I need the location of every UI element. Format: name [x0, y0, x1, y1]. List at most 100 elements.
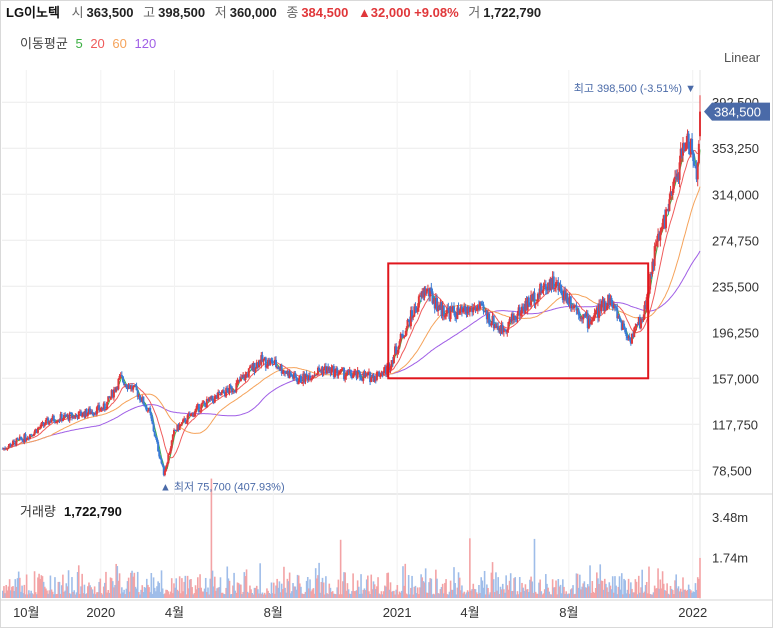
candle-body: [587, 318, 590, 329]
scale-mode-toggle[interactable]: Linear: [724, 50, 761, 65]
volume-bar: [513, 578, 515, 598]
candle-body: [127, 385, 130, 389]
volume-bar: [605, 583, 607, 598]
volume-bar: [545, 574, 547, 598]
candle-body: [458, 310, 461, 314]
volume-bar: [40, 575, 43, 598]
volume-bar: [221, 592, 224, 598]
stock-name[interactable]: LG이노텍: [6, 5, 60, 20]
candle-body: [129, 385, 132, 389]
volume-bar: [566, 594, 569, 598]
volume-bar: [84, 594, 87, 598]
candle-body: [405, 327, 408, 336]
volume-bar: [508, 580, 511, 598]
candle-body: [616, 308, 619, 319]
candle-body: [621, 323, 624, 330]
x-tick-label: 4월: [165, 605, 184, 620]
candle-body: [547, 282, 550, 291]
candle-body: [684, 149, 687, 152]
candle-body: [654, 244, 657, 247]
candle-body: [518, 307, 521, 316]
candle-body: [508, 319, 511, 323]
candle-body: [322, 368, 325, 374]
candle-body: [91, 411, 94, 414]
volume-bar: [477, 594, 479, 598]
volume-bar: [217, 587, 220, 598]
volume-bar: [89, 585, 91, 598]
volume-bar: [185, 594, 188, 598]
ma-5-legend[interactable]: 5: [75, 36, 83, 51]
candle-body: [449, 306, 452, 320]
volume-bar: [220, 592, 223, 598]
volume-bar: [626, 589, 629, 598]
candle-body: [195, 405, 198, 410]
volume-bar: [70, 594, 72, 598]
candle-body: [669, 191, 672, 200]
candle-body: [500, 325, 503, 334]
candle-body: [422, 291, 425, 298]
candle-body: [357, 370, 360, 373]
candle-body: [184, 418, 187, 423]
volume-bar: [654, 588, 657, 598]
candle-body: [462, 309, 465, 312]
candle-body: [626, 336, 629, 338]
volume-bar: [386, 573, 388, 598]
x-tick-label: 2020: [86, 605, 115, 620]
candle-body: [607, 294, 610, 307]
volume-bar: [622, 594, 624, 598]
volume-bar: [160, 570, 163, 598]
volume-bar: [454, 583, 456, 598]
volume-bar: [182, 591, 184, 598]
volume-bar: [571, 588, 573, 598]
volume-bar: [542, 593, 545, 598]
volume-bar: [267, 590, 269, 598]
candle-body: [103, 403, 106, 411]
candle-body: [104, 409, 107, 411]
candle-body: [685, 141, 688, 150]
candle-body: [169, 448, 172, 453]
candle-body: [511, 313, 514, 320]
candle-body: [659, 232, 662, 241]
volume-bar: [166, 589, 168, 598]
candle-body: [75, 415, 78, 417]
volume-bar: [335, 594, 337, 598]
volume-bar: [500, 589, 503, 598]
candle-body: [498, 329, 501, 331]
volume-label: 거래량: [20, 504, 56, 519]
volume-bar: [637, 575, 640, 598]
volume-bar: [518, 577, 521, 598]
candle-body: [370, 377, 373, 383]
volume-bar: [464, 594, 467, 598]
volume-bar: [606, 587, 608, 598]
volume-bar: [401, 590, 403, 598]
volume-bar: [484, 594, 487, 598]
volume-bar: [441, 583, 444, 598]
ma-20-legend[interactable]: 20: [90, 36, 105, 51]
volume-bar: [114, 585, 116, 598]
volume-bar: [422, 581, 425, 598]
volume-bar: [77, 565, 80, 598]
volume-bar: [305, 580, 308, 598]
candle-body: [297, 381, 300, 384]
volume-bar: [652, 592, 655, 598]
ma-60-legend[interactable]: 60: [112, 36, 127, 51]
volume-bar: [650, 594, 653, 598]
volume-bar: [494, 592, 496, 598]
candle-body: [336, 368, 339, 376]
candle-body: [245, 373, 248, 375]
ma-120-legend[interactable]: 120: [134, 36, 157, 51]
volume-bar: [51, 591, 54, 598]
candle-body: [124, 384, 127, 386]
volume-bar: [552, 587, 555, 598]
volume-bar: [118, 573, 121, 598]
candle-body: [264, 357, 267, 368]
y-tick-label: 274,750: [712, 233, 759, 248]
moving-average-legend[interactable]: 이동평균 5 20 60 120: [20, 33, 160, 52]
candle-body: [214, 395, 217, 397]
volume-bar: [261, 592, 264, 598]
volume-bar: [338, 594, 341, 598]
volume-bar: [397, 594, 400, 598]
volume-bar: [155, 591, 157, 598]
candle-body: [501, 325, 504, 333]
